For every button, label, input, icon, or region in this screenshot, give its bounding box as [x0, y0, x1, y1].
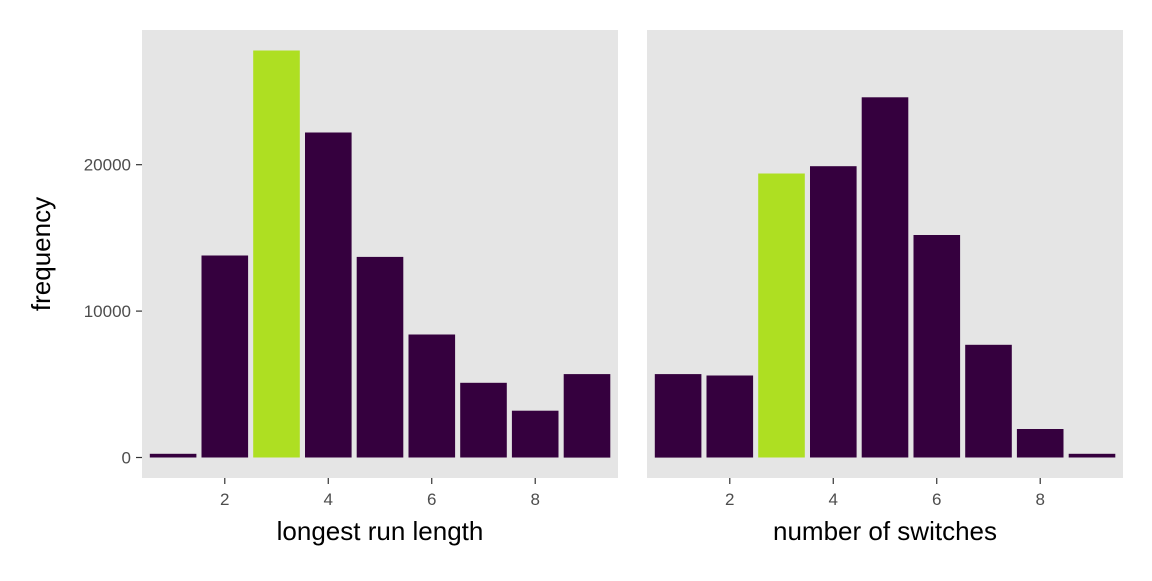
- x-tick-label: 2: [725, 490, 734, 509]
- bar-left-7: [460, 382, 507, 458]
- x-tick-label: 6: [427, 490, 436, 509]
- bar-left-8: [511, 410, 559, 458]
- x-axis-title-left: longest run length: [277, 516, 484, 546]
- bar-right-7: [965, 344, 1012, 458]
- x-tick-label: 4: [829, 490, 838, 509]
- bar-left-9: [563, 374, 611, 458]
- x-tick-label: 8: [1035, 490, 1044, 509]
- bar-right-6: [913, 235, 961, 458]
- bars-right: [654, 97, 1116, 458]
- bars-left: [149, 50, 611, 458]
- bar-right-1: [654, 374, 702, 458]
- bar-left-2: [201, 255, 249, 458]
- bar-right-8: [1016, 429, 1064, 458]
- bar-right-3: [758, 173, 805, 458]
- bar-right-9: [1068, 453, 1116, 458]
- bar-left-1: [149, 453, 197, 458]
- y-tick-label: 10000: [84, 302, 131, 321]
- y-tick-label: 20000: [84, 156, 131, 175]
- bar-right-2: [706, 375, 754, 458]
- bar-left-5: [356, 256, 404, 458]
- x-axis-title-right: number of switches: [773, 516, 997, 546]
- x-tick-label: 6: [932, 490, 941, 509]
- bar-left-6: [408, 334, 456, 458]
- y-tick-label: 0: [122, 449, 131, 468]
- axes-right: 2 4 6 8: [725, 478, 1045, 509]
- bar-right-5: [861, 97, 909, 458]
- axes-left: 2 4 6 8 0 10000 20000: [84, 156, 540, 509]
- x-tick-label: 8: [530, 490, 539, 509]
- bar-left-4: [305, 132, 352, 458]
- bar-left-3: [253, 50, 300, 458]
- x-tick-label: 4: [324, 490, 333, 509]
- bar-right-4: [810, 166, 857, 458]
- x-tick-label: 2: [220, 490, 229, 509]
- y-axis-title: frequency: [26, 197, 56, 311]
